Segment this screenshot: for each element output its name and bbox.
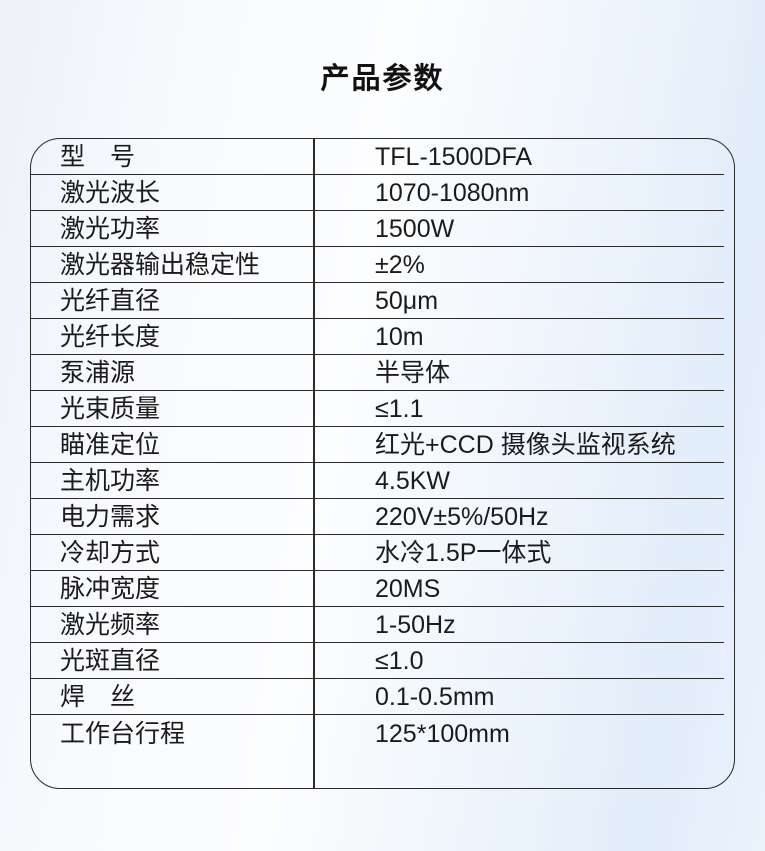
table-row: 脉冲宽度 20MS bbox=[31, 571, 724, 607]
table-row: 工作台行程 125*100mm bbox=[31, 715, 724, 788]
param-label: 泵浦源 bbox=[60, 358, 136, 387]
column-divider bbox=[313, 139, 315, 788]
param-label: 激光波长 bbox=[60, 178, 161, 207]
param-value: 水冷1.5P一体式 bbox=[375, 538, 552, 567]
table-row: 冷却方式 水冷1.5P一体式 bbox=[31, 535, 724, 571]
param-value: 0.1-0.5mm bbox=[375, 682, 495, 711]
param-label: 激光频率 bbox=[60, 610, 161, 639]
param-value: 1-50Hz bbox=[375, 610, 456, 639]
param-value: 4.5KW bbox=[375, 466, 451, 495]
param-value: 红光+CCD 摄像头监视系统 bbox=[375, 430, 676, 459]
param-label: 光斑直径 bbox=[60, 646, 161, 675]
param-label: 光纤直径 bbox=[60, 286, 161, 315]
table-row: 焊 丝 0.1-0.5mm bbox=[31, 679, 724, 715]
param-label: 脉冲宽度 bbox=[60, 574, 161, 603]
param-label: 激光功率 bbox=[60, 214, 161, 243]
table-row: 泵浦源 半导体 bbox=[31, 355, 724, 391]
table-row: 激光波长 1070-1080nm bbox=[31, 175, 724, 211]
table-row: 激光功率 1500W bbox=[31, 211, 724, 247]
table-row: 激光器输出稳定性 ±2% bbox=[31, 247, 724, 283]
param-label: 激光器输出稳定性 bbox=[60, 250, 261, 279]
param-value: 1070-1080nm bbox=[375, 178, 530, 207]
param-value: 1500W bbox=[375, 214, 455, 243]
param-value: 10m bbox=[375, 322, 424, 351]
param-label: 瞄准定位 bbox=[60, 430, 161, 459]
spec-table: 型 号 TFL-1500DFA 激光波长 1070-1080nm 激光功率 15… bbox=[30, 138, 735, 789]
table-row: 光纤直径 50μm bbox=[31, 283, 724, 319]
param-label: 光束质量 bbox=[60, 394, 161, 423]
param-value: 20MS bbox=[375, 574, 441, 603]
param-value: 50μm bbox=[375, 286, 439, 315]
param-value: TFL-1500DFA bbox=[375, 142, 533, 171]
table-row: 瞄准定位 红光+CCD 摄像头监视系统 bbox=[31, 427, 724, 463]
table-row: 光纤长度 10m bbox=[31, 319, 724, 355]
param-label: 焊 丝 bbox=[60, 682, 136, 711]
param-value: 125*100mm bbox=[375, 720, 510, 748]
param-label: 电力需求 bbox=[60, 502, 161, 531]
param-label: 主机功率 bbox=[60, 466, 161, 495]
param-label: 冷却方式 bbox=[60, 538, 161, 567]
table-row: 型 号 TFL-1500DFA bbox=[31, 139, 724, 175]
param-label: 工作台行程 bbox=[60, 720, 186, 748]
table-row: 光束质量 ≤1.1 bbox=[31, 391, 724, 427]
table-row: 光斑直径 ≤1.0 bbox=[31, 643, 724, 679]
page-title: 产品参数 bbox=[320, 63, 445, 95]
table-row: 主机功率 4.5KW bbox=[31, 463, 724, 499]
param-value: ≤1.1 bbox=[375, 394, 424, 423]
param-value: 220V±5%/50Hz bbox=[375, 502, 549, 531]
param-value: ≤1.0 bbox=[375, 646, 424, 675]
table-row: 电力需求 220V±5%/50Hz bbox=[31, 499, 724, 535]
param-value: ±2% bbox=[375, 250, 425, 279]
param-value: 半导体 bbox=[375, 358, 451, 387]
param-label: 光纤长度 bbox=[60, 322, 161, 351]
param-label: 型 号 bbox=[60, 142, 136, 171]
table-row: 激光频率 1-50Hz bbox=[31, 607, 724, 643]
